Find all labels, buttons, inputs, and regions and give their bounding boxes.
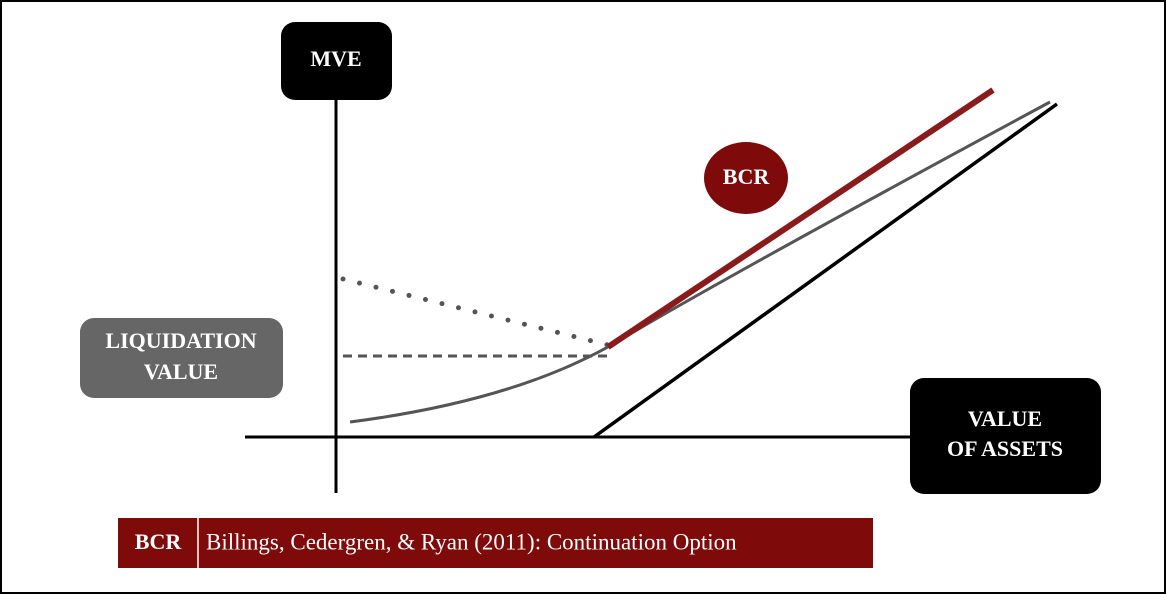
x-label-box	[910, 378, 1101, 494]
intrinsic-line	[592, 102, 1059, 439]
liquidation-label: LIQUIDATION	[105, 328, 256, 353]
liquidation-label: VALUE	[144, 359, 218, 384]
x-label: OF ASSETS	[947, 436, 1063, 461]
legend-key: BCR	[135, 529, 183, 554]
dotted-line	[340, 276, 611, 348]
y-label-box	[281, 22, 392, 100]
bcr-line	[606, 87, 995, 350]
liquidation-box	[80, 318, 283, 398]
x-label: VALUE	[968, 406, 1042, 431]
legend-bar	[118, 518, 873, 568]
bcr-badge	[704, 142, 788, 214]
legend-description: Billings, Cedergren, & Ryan (2011): Cont…	[206, 529, 737, 554]
y-label: MVE	[310, 46, 361, 71]
bcr-badge-label: BCR	[723, 164, 771, 189]
